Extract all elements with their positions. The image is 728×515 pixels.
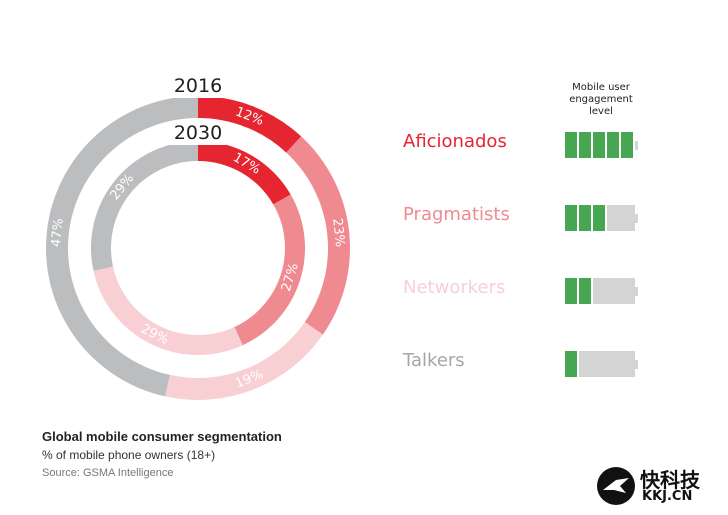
engagement-cell [593,205,607,231]
ring-segment-2030-networkers [93,266,243,355]
engagement-cell [565,132,579,158]
engagement-bar-pragmatists [565,205,638,231]
engagement-cell [621,132,635,158]
segment-name-talkers: Talkers [403,350,465,371]
engagement-cell [579,132,593,158]
engagement-cell [565,351,579,377]
chart-title: Global mobile consumer segmentation [42,429,282,444]
engagement-cell [565,205,579,231]
battery-cap [635,360,638,369]
engagement-bar-aficionados [565,132,638,158]
engagement-cell [565,278,579,304]
segment-name-aficionados: Aficionados [403,131,507,152]
ring-segment-2016-networkers [165,322,323,401]
engagement-bar-talkers [565,351,638,377]
logo-text-cn: 快科技 [640,468,700,492]
bird-logo-icon [597,467,635,505]
battery-cap [635,287,638,296]
battery-cap [635,141,638,150]
engagement-bar-networkers [565,278,638,304]
segment-label-2016-talkers: 47% [49,217,67,247]
kkj-logo: 快科技 KKJ.CN [596,462,720,510]
chart-subtitle: % of mobile phone owners (18+) [42,448,216,462]
year-label-2016: 2016 [174,75,222,97]
chart-source: Source: GSMA Intelligence [42,467,174,479]
engagement-cell [579,205,593,231]
battery-cap [635,214,638,223]
ring-segment-2030-pragmatists [234,194,305,346]
segment-name-pragmatists: Pragmatists [403,204,510,225]
ring-segment-2016-pragmatists [286,136,350,335]
year-label-2030: 2030 [174,122,222,144]
ring-segment-2030-talkers [90,141,198,271]
engagement-cell [593,132,607,158]
year-label-bg-2030 [170,121,226,145]
ring-segment-2016-talkers [46,96,199,397]
inner-ring-2030: 17%27%29%29% [90,141,305,355]
ring-segment-2030-aficionados [198,141,291,205]
engagement-cell [579,278,593,304]
ring-segment-2016-aficionados [198,96,302,153]
segment-label-2016-pragmatists: 23% [329,217,347,247]
segment-name-networkers: Networkers [403,277,506,298]
outer-ring-2016: 12%23%19%47% [46,96,350,401]
year-label-bg-2016 [170,74,226,98]
engagement-header: Mobile user engagement level [569,82,633,117]
engagement-cell [607,132,621,158]
logo-text-en: KKJ.CN [642,489,693,504]
